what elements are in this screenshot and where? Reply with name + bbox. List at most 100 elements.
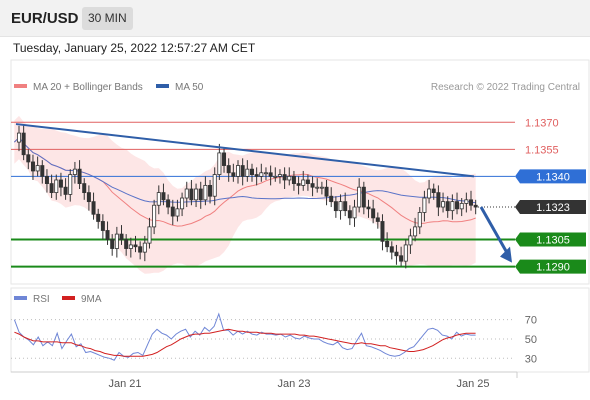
level-badge-support [515,232,586,247]
candle-down [375,217,380,222]
bollinger-band [14,115,476,274]
rsi-tick-label: 50 [525,334,537,346]
candle-up [236,165,241,177]
level-badge-current [515,200,586,215]
legend-swatch [14,84,27,88]
candle-up [212,174,217,197]
level-value: 1.1370 [525,117,559,129]
candle-up [114,233,119,249]
candle-down [63,186,68,195]
candle-down [455,201,460,210]
candle-down [394,251,399,257]
x-tick-label: Jan 23 [277,378,310,390]
candle-down [26,154,31,163]
candle-down [82,183,87,194]
candle-up [277,174,282,177]
ma50-line [13,136,476,204]
candle-down [333,201,338,212]
candle-down [91,201,96,215]
candle-down [96,213,101,222]
candle-down [166,199,171,208]
candle-up [427,188,432,199]
candle-up [319,186,324,189]
candle-up [459,203,464,210]
candle-down [329,195,334,203]
candle-down [296,183,301,186]
candle-down [389,246,394,253]
candle-down [226,165,231,174]
candle-up [245,168,250,177]
candle-down [249,168,254,175]
candle-down [343,201,348,212]
candle-down [240,165,245,177]
candle-up [152,204,157,228]
candle-down [222,152,227,166]
candle-down [268,172,273,177]
candle-up [194,188,199,201]
legend-label: MA 50 [175,82,204,93]
candle-up [450,201,455,212]
candle-down [310,183,315,188]
rsi-tick-label: 70 [525,315,537,327]
candle-up [68,174,73,195]
candle-down [431,188,436,194]
level-value: 1.1355 [525,144,559,156]
candle-down [40,165,45,177]
candle-down [170,206,175,217]
timeframe-button[interactable]: 30 MIN [82,7,133,30]
candle-up [54,179,59,194]
candle-up [35,165,40,172]
candle-down [371,208,376,219]
candle-down [231,172,236,177]
candle-up [273,175,278,178]
candle-up [156,192,161,206]
candle-down [21,132,26,156]
candle-up [72,168,77,175]
candle-up [180,197,185,210]
candle-down [291,175,296,184]
candle-up [422,197,427,213]
candle-down [305,179,310,184]
candle-down [77,168,82,184]
candle-down [100,221,105,231]
candle-up [217,152,222,175]
legend-label: MA 20 + Bollinger Bands [33,82,143,93]
forecast-arrow-shaft [479,206,510,256]
candle-down [282,174,287,181]
candle-up [147,226,152,244]
candle-down [469,199,474,206]
candle-down [254,174,259,177]
candle-down [49,183,54,194]
credit-label: Research © 2022 Trading Central [431,82,580,93]
level-badge-support [515,259,586,274]
candle-down [324,186,329,197]
rsi-tick-label: 30 [525,353,537,365]
forecast-arrow-head [500,246,512,263]
rsi-legend-label: RSI [33,294,50,305]
candle-down [198,188,203,201]
candle-up [417,212,422,228]
candle-down [138,246,143,253]
candle-down [436,192,441,208]
candle-down [347,210,352,219]
candle-up [408,235,413,246]
candle-down [366,206,371,210]
candle-up [315,186,320,189]
rsi-legend-swatch [14,296,27,300]
candle-up [287,175,292,181]
candle-down [133,244,138,248]
candle-down [380,221,385,242]
candle-up [464,199,469,204]
candle-up [175,208,180,217]
candle-up [352,206,357,219]
level-badge-pivot [515,169,586,184]
candle-down [105,230,110,240]
candle-down [86,192,91,203]
top-toolbar: EUR/USD 30 MIN [0,0,590,37]
candle-up [357,186,362,208]
candle-up [16,132,21,143]
candle-down [161,192,166,201]
rsi-legend-swatch [62,296,75,300]
candle-down [124,239,129,249]
candle-down [110,239,115,249]
